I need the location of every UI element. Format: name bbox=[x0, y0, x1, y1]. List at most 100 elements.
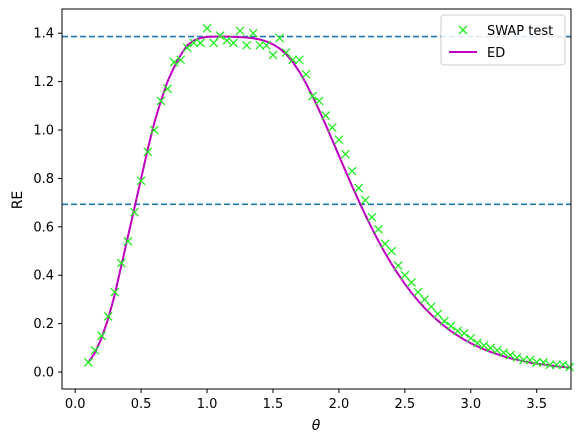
swap-test-point-21 bbox=[222, 36, 232, 45]
legend-swap-test-label: SWAP test bbox=[487, 24, 553, 39]
swap-test-point-20 bbox=[215, 31, 225, 41]
swap-test-point-34 bbox=[308, 91, 318, 101]
swap-test-point-37-stroke-b bbox=[327, 123, 337, 133]
x-tick-label-4: 2.0 bbox=[329, 397, 350, 412]
swap-test-point-11-stroke-b bbox=[156, 96, 166, 106]
swap-test-point-40-stroke-b bbox=[347, 166, 357, 176]
swap-test-point-33-stroke-b bbox=[301, 69, 311, 79]
swap-test-point-41-stroke-b bbox=[354, 183, 364, 193]
swap-test-point-46-stroke-b bbox=[387, 246, 397, 256]
swap-test-point-22-stroke-b bbox=[228, 38, 238, 48]
swap-test-point-61-stroke-b bbox=[486, 343, 496, 353]
swap-test-point-57-stroke-b bbox=[459, 328, 469, 338]
swap-test-point-35-stroke-b bbox=[314, 96, 324, 106]
swap-test-point-65 bbox=[512, 353, 522, 362]
swap-test-point-16-stroke-b bbox=[189, 38, 199, 48]
swap-test-point-1-stroke-b bbox=[90, 345, 100, 355]
y-axis-label: RE bbox=[10, 191, 26, 210]
swap-test-point-45 bbox=[380, 239, 390, 249]
swap-test-point-59 bbox=[472, 338, 482, 348]
swap-test-point-19 bbox=[209, 38, 219, 48]
swap-test-point-6 bbox=[123, 236, 133, 246]
y-axis-ticks: 0.0 0.2 0.4 0.6 0.8 1.0 1.2 1.4 bbox=[33, 27, 62, 381]
y-tick-label-1: 0.2 bbox=[33, 317, 54, 332]
swap-test-point-20-stroke-b bbox=[215, 31, 225, 41]
swap-test-point-43 bbox=[367, 212, 377, 222]
swap-test-point-17-stroke-b bbox=[195, 38, 205, 48]
swap-test-point-60 bbox=[479, 340, 489, 350]
x-tick-label-6: 3.0 bbox=[460, 397, 481, 412]
swap-test-point-32-stroke-b bbox=[294, 55, 304, 65]
swap-test-point-19-stroke-b bbox=[209, 38, 219, 48]
swap-test-point-53-stroke-b bbox=[433, 309, 443, 319]
swap-test-point-52-stroke-b bbox=[426, 302, 436, 312]
swap-test-point-9-stroke-b bbox=[143, 147, 153, 157]
swap-test-point-51-stroke-b bbox=[420, 294, 430, 304]
swap-test-point-72-stroke-b bbox=[558, 360, 568, 370]
swap-test-point-42-stroke-b bbox=[360, 195, 370, 205]
swap-test-point-62-stroke-b bbox=[492, 345, 502, 355]
swap-test-point-61 bbox=[486, 343, 496, 353]
swap-test-point-52 bbox=[426, 302, 436, 312]
swap-test-point-9 bbox=[143, 147, 153, 157]
swap-test-point-42 bbox=[360, 195, 370, 205]
swap-test-point-36-stroke-b bbox=[321, 111, 331, 120]
swap-test-point-70-stroke-b bbox=[545, 360, 555, 370]
x-tick-label-2: 1.0 bbox=[197, 397, 218, 412]
x-tick-label-3: 1.5 bbox=[263, 397, 284, 412]
swap-test-point-29-stroke-b bbox=[275, 33, 285, 43]
swap-test-point-18 bbox=[202, 23, 212, 33]
swap-test-point-63 bbox=[499, 348, 509, 358]
swap-test-point-7 bbox=[130, 207, 139, 217]
y-tick-label-6: 1.2 bbox=[33, 75, 54, 90]
swap-test-point-10 bbox=[149, 125, 159, 135]
swap-test-point-39-stroke-b bbox=[341, 149, 350, 159]
swap-test-point-26 bbox=[255, 40, 265, 50]
swap-test-point-39 bbox=[341, 149, 350, 159]
swap-test-point-73 bbox=[565, 362, 575, 372]
swap-test-point-55 bbox=[446, 321, 456, 331]
swap-test-point-41 bbox=[354, 183, 364, 193]
swap-test-point-59-stroke-b bbox=[472, 338, 482, 348]
swap-test-point-50-stroke-b bbox=[413, 287, 423, 297]
swap-test-point-57 bbox=[459, 328, 469, 338]
swap-test-point-51 bbox=[420, 294, 430, 304]
swap-test-point-27 bbox=[261, 40, 271, 50]
y-tick-label-5: 1.0 bbox=[33, 124, 54, 139]
swap-test-point-31-stroke-b bbox=[288, 55, 298, 65]
swap-test-point-23-stroke-b bbox=[235, 26, 245, 36]
swap-test-point-45-stroke-b bbox=[380, 239, 390, 249]
swap-test-point-47-stroke-b bbox=[393, 261, 403, 271]
swap-test-point-64-stroke-b bbox=[505, 350, 515, 360]
swap-test-point-27-stroke-b bbox=[261, 40, 271, 50]
y-tick-label-0: 0.0 bbox=[33, 366, 54, 381]
swap-test-point-1 bbox=[90, 345, 100, 355]
swap-test-point-70 bbox=[545, 360, 555, 370]
swap-test-point-72 bbox=[558, 360, 568, 370]
swap-test-point-6-stroke-b bbox=[123, 236, 133, 246]
swap-test-point-38-stroke-b bbox=[334, 135, 344, 145]
swap-test-point-56-stroke-b bbox=[453, 326, 463, 336]
swap-test-point-8-stroke-b bbox=[136, 176, 146, 186]
swap-test-point-54-stroke-b bbox=[439, 316, 449, 326]
x-tick-label-7: 3.5 bbox=[526, 397, 547, 412]
y-tick-label-4: 0.8 bbox=[33, 172, 54, 187]
swap-test-point-2-stroke-b bbox=[97, 331, 107, 341]
swap-test-point-63-stroke-b bbox=[499, 348, 509, 358]
swap-test-point-25-stroke-b bbox=[248, 28, 258, 38]
swap-test-point-24 bbox=[242, 40, 252, 50]
swap-test-point-71 bbox=[552, 360, 561, 370]
swap-test-point-28-stroke-b bbox=[268, 50, 278, 60]
swap-test-point-25 bbox=[248, 28, 258, 38]
y-tick-label-7: 1.4 bbox=[33, 27, 54, 42]
swap-test-point-47 bbox=[393, 261, 403, 271]
legend-swap-test-x-stroke-b bbox=[458, 25, 468, 35]
swap-test-point-5 bbox=[116, 258, 126, 268]
swap-test-point-3 bbox=[103, 311, 113, 321]
swap-test-point-21-stroke-b bbox=[222, 36, 232, 45]
swap-test-point-0 bbox=[83, 357, 93, 367]
legend-ed-label: ED bbox=[487, 46, 505, 61]
swap-test-point-12-stroke-b bbox=[163, 84, 172, 94]
swap-test-point-23 bbox=[235, 26, 245, 36]
swap-test-point-69 bbox=[538, 357, 548, 367]
